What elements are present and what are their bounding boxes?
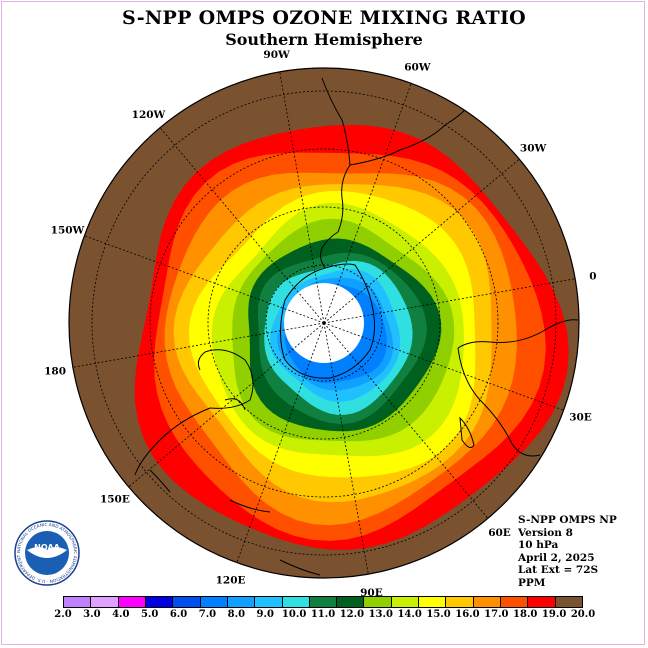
colorbar-tick-label: 13.0: [368, 609, 393, 620]
colorbar-swatch: [501, 597, 529, 607]
colorbar-swatch: [391, 597, 420, 607]
colorbar: [63, 596, 583, 608]
colorbar-tick-label: 18.0: [513, 609, 538, 620]
page-title: S-NPP OMPS OZONE MIXING RATIO: [121, 7, 527, 29]
antarctica-coast: [280, 263, 376, 379]
colorbar-tick-labels: 2.0 3.0 4.0 5.0 6.0 7.0 8.0 9.0 10.0 11.0 12.0 13.0…: [54, 609, 595, 623]
longitude-label: 60E: [488, 527, 511, 539]
longitude-label: 120E: [216, 575, 246, 587]
longitude-line-1: [323, 83, 412, 324]
colorbar-swatch: [118, 597, 146, 607]
colorbar-tick-label: 14.0: [397, 609, 422, 620]
longitude-label: 30W: [520, 143, 547, 155]
info-version: Version 8: [518, 526, 573, 539]
page-subtitle: Southern Hemisphere: [225, 30, 423, 49]
madagascar: [459, 416, 475, 449]
colorbar-tick-label: 4.0: [112, 609, 130, 620]
colorbar-swatch: [528, 597, 556, 607]
longitude-labels: 90W 60W 30W 0 30E 60E 90E 120E 150E 180 150W 120W: [44, 49, 596, 599]
colorbar-swatch: [419, 597, 447, 607]
info-date: April 2, 2025: [518, 551, 595, 564]
australia-coast: [134, 349, 254, 476]
pole-marker: [322, 321, 326, 325]
info-units: PPM: [518, 576, 546, 589]
colorbar-tick-label: 6.0: [169, 609, 188, 620]
indonesia-islands: [229, 499, 321, 576]
colorbar-swatch: [282, 597, 310, 607]
longitude-line-0: [279, 71, 325, 324]
colorbar-swatch: [309, 597, 338, 607]
info-instrument: S-NPP OMPS NP: [518, 514, 617, 526]
longitude-label: 180: [44, 365, 66, 377]
longitude-line-2: [323, 158, 520, 324]
longitude-line-8: [128, 322, 325, 488]
colorbar-tick-label: 12.0: [339, 609, 365, 620]
longitude-label: 90W: [263, 49, 290, 61]
latitude-circle-1: [265, 264, 383, 382]
latitude-circle-2: [207, 206, 441, 440]
longitude-line-11: [159, 127, 325, 324]
map-border: [68, 67, 580, 579]
africa-coast: [457, 319, 579, 457]
colorbar-tick-label: 8.0: [227, 609, 246, 620]
colorbar-swatch: [337, 597, 365, 607]
colorbar-swatch: [555, 597, 582, 607]
ozone-field: [69, 68, 579, 578]
antarctic-peninsula: [320, 231, 339, 269]
colorbar-tick-label: 11.0: [310, 609, 336, 620]
longitude-label: 150E: [100, 494, 130, 506]
colorbar-swatch: [364, 597, 392, 607]
latitude-circle-3: [149, 148, 499, 498]
info-lat-extent: Lat Ext = 72S: [518, 564, 599, 576]
colorbar-swatch: [473, 597, 501, 607]
colorbar-swatch: [64, 597, 92, 607]
colorbar-swatch: [173, 597, 201, 607]
longitude-line-10: [84, 235, 325, 324]
colorbar-swatch: [200, 597, 228, 607]
longitude-line-3: [323, 278, 576, 324]
lat-lon-graticule: [72, 71, 576, 575]
longitude-label: 150W: [51, 225, 85, 237]
coastlines: [134, 77, 579, 576]
longitude-line-7: [236, 322, 325, 563]
longitude-line-9: [72, 322, 325, 368]
longitude-label: 60W: [404, 62, 431, 74]
latitude-circle-4: [91, 90, 557, 556]
colorbar-tick-label: 16.0: [455, 609, 480, 620]
colorbar-swatch: [446, 597, 474, 607]
colorbar-tick-label: 17.0: [484, 609, 509, 620]
colorbar-tick-label: 3.0: [83, 609, 101, 620]
colorbar-tick-label: 15.0: [426, 609, 451, 620]
colorbar-tick-label: 10.0: [281, 609, 307, 620]
info-pressure-level: 10 hPa: [518, 539, 559, 551]
longitude-line-5: [323, 322, 489, 519]
logo-text: NOAA: [34, 543, 60, 552]
longitude-line-6: [323, 322, 369, 575]
new-zealand: [149, 398, 246, 493]
colorbar-swatch: [227, 597, 256, 607]
colorbar-tick-label: 2.0: [54, 609, 72, 620]
colorbar-swatch: [91, 597, 119, 607]
longitude-label: 120W: [132, 109, 166, 121]
colorbar-tick-label: 5.0: [140, 609, 159, 620]
longitude-label: 90E: [360, 587, 383, 599]
longitude-label: 0: [589, 271, 596, 283]
longitude-line-4: [323, 322, 564, 411]
longitude-label: 30E: [569, 411, 592, 423]
colorbar-swatch: [255, 597, 283, 607]
logo-bird-icon: [27, 547, 67, 558]
noaa-logo: NATIONAL OCEANIC AND ATMOSPHERIC ADMINIS…: [14, 520, 80, 586]
colorbar-tick-label: 7.0: [198, 609, 217, 620]
colorbar-tick-label: 20.0: [570, 609, 596, 620]
colorbar-tick-label: 19.0: [541, 609, 567, 620]
colorbar-tick-label: 9.0: [256, 609, 274, 620]
colorbar-swatch: [145, 597, 174, 607]
ozone-contour-bands: [111, 93, 579, 566]
product-info: S-NPP OMPS NP Version 8 10 hPa April 2, …: [518, 514, 617, 589]
